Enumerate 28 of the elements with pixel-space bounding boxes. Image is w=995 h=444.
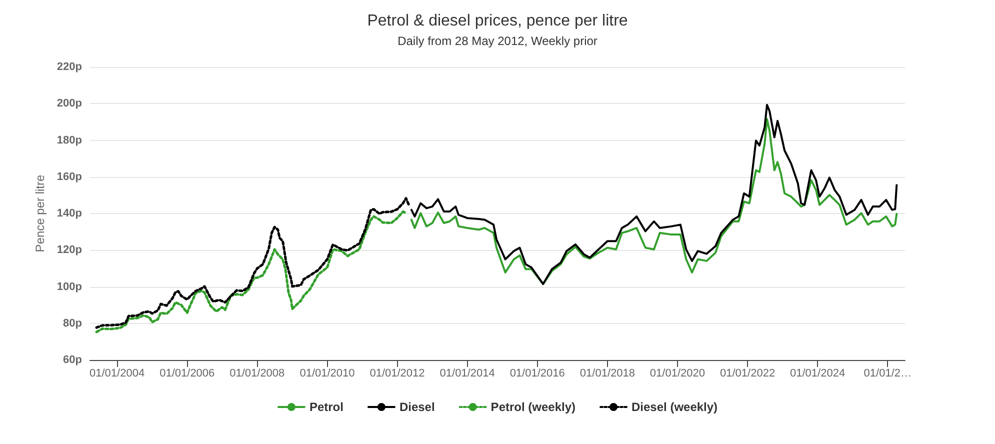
- y-tick-label: 140p: [56, 208, 82, 220]
- y-tick-label: 160p: [56, 170, 82, 183]
- y-tick-label: 120p: [56, 244, 82, 256]
- x-tick-label: 01/01/2014: [440, 368, 495, 380]
- legend-label: Diesel: [399, 400, 435, 414]
- x-tick-label: 01/01/2008: [230, 368, 285, 380]
- chart-title: Petrol & diesel prices, pence per litre: [367, 12, 628, 30]
- legend-label: Petrol (weekly): [490, 400, 576, 414]
- y-tick-label: 100p: [56, 280, 82, 293]
- x-tick-label: 01/01/2006: [160, 368, 215, 380]
- x-tick-label: 01/01/2…: [864, 368, 912, 380]
- y-tick-label: 60p: [63, 354, 82, 366]
- y-tick-label: 220p: [56, 61, 82, 73]
- x-tick-label: 01/01/2012: [370, 368, 425, 380]
- y-tick-label: 180p: [56, 134, 82, 146]
- x-tick-label: 01/01/2016: [510, 368, 565, 380]
- legend-label: Diesel (weekly): [632, 400, 718, 414]
- x-tick-label: 01/01/2004: [90, 368, 145, 380]
- x-tick-label: 01/01/2020: [650, 368, 705, 380]
- x-tick-label: 01/01/2010: [300, 368, 355, 380]
- x-tick-label: 01/01/2018: [580, 368, 635, 380]
- y-tick-label: 80p: [63, 317, 82, 330]
- y-tick-label: 200p: [56, 98, 82, 110]
- x-tick-label: 01/01/2024: [790, 368, 846, 380]
- chart-subtitle: Daily from 28 May 2012, Weekly prior: [398, 34, 598, 48]
- x-tick-label: 01/01/2022: [720, 368, 776, 380]
- legend-label: Petrol: [309, 400, 344, 414]
- y-axis-title: Pence per litre: [33, 174, 48, 252]
